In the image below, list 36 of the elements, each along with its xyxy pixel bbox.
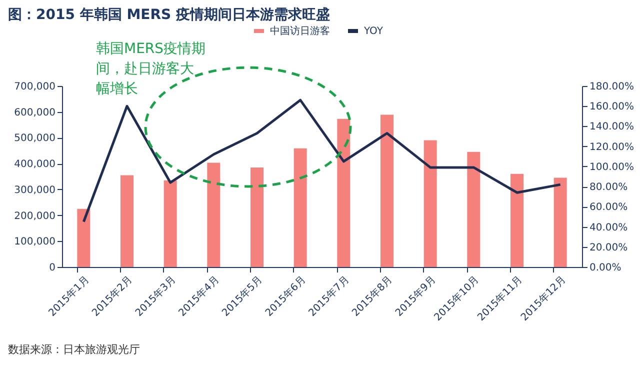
bar [294, 148, 307, 267]
annotation: 韩国MERS疫情期间，赴日游客大幅增长 [96, 41, 206, 97]
y2-tick-label: 40.00% [590, 222, 628, 234]
bar [467, 152, 480, 267]
y2-tick-label: 60.00% [590, 202, 628, 214]
y2-tick-label: 140.00% [590, 122, 634, 133]
y2-tick-label: 180.00% [590, 82, 634, 92]
bar [120, 175, 134, 267]
y-tick-label: 600,000 [14, 107, 56, 118]
bar [554, 178, 567, 267]
y-tick-label: 0 [49, 262, 56, 274]
y-tick-label: 400,000 [14, 159, 56, 170]
bar [250, 167, 264, 267]
y2-tick-label: 100.00% [590, 162, 634, 173]
y2-tick-label: 20.00% [590, 242, 628, 254]
bar [510, 174, 524, 267]
bar [337, 118, 350, 267]
bar [424, 140, 437, 267]
y2-tick-label: 80.00% [590, 182, 628, 194]
bar [77, 208, 90, 267]
y-tick-label: 500,000 [14, 133, 56, 144]
legend-label: YOY [363, 26, 384, 37]
y2-tick-label: 0.00% [590, 262, 622, 274]
y-tick-label: 300,000 [14, 184, 56, 196]
source-note: 数据来源：日本旅游观光厅 [8, 343, 140, 356]
bar [207, 162, 220, 267]
bar [380, 114, 394, 267]
chart-title: 图：2015 年韩国 MERS 疫情期间日本游需求旺盛 [8, 6, 330, 23]
y-tick-label: 700,000 [14, 82, 56, 92]
y2-tick-label: 120.00% [590, 142, 634, 153]
line-series [82, 98, 562, 223]
legend-label: 中国访日游客 [270, 25, 330, 37]
y-tick-label: 200,000 [14, 210, 56, 222]
y2-tick-label: 160.00% [590, 102, 634, 113]
y-tick-label: 100,000 [14, 236, 56, 248]
bar [164, 180, 177, 267]
